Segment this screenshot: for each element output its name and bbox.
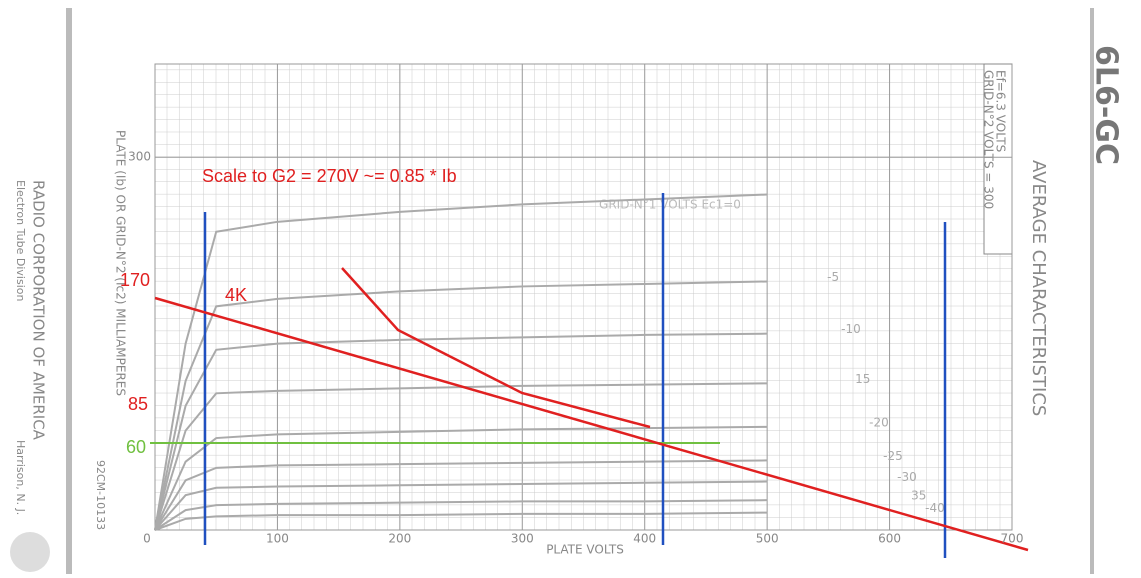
- x-tick-label: 100: [266, 532, 289, 546]
- curve: [154, 280, 768, 531]
- x-tick-label: 500: [756, 532, 779, 546]
- maker-location: Harrison, N. J.: [14, 440, 27, 515]
- page-edge: [1090, 8, 1094, 574]
- curve: [154, 480, 768, 531]
- x-tick-label: 700: [1001, 532, 1024, 546]
- x-tick-label: 600: [878, 532, 901, 546]
- x-tick-label: 200: [388, 532, 411, 546]
- curve-label: -5: [827, 270, 839, 284]
- condition: GRID-N°2 VOLTS = 300: [982, 70, 996, 209]
- curve-label: -25: [883, 449, 903, 463]
- drawing-number: 92CM-10133: [94, 460, 107, 530]
- x-tick-label: 300: [511, 532, 534, 546]
- curve: [154, 425, 768, 531]
- annotation: 60: [126, 437, 146, 457]
- page-edge: [66, 8, 72, 574]
- load-line: [154, 296, 1029, 552]
- annotation: 4K: [225, 285, 247, 305]
- curve-label: -30: [897, 470, 917, 484]
- curve: [154, 332, 768, 531]
- y-tick-label: 300: [128, 150, 151, 164]
- chart-title: AVERAGE CHARACTERISTICS: [1028, 160, 1049, 416]
- curve: [154, 511, 768, 531]
- curve: [154, 382, 768, 531]
- logo: [10, 532, 50, 572]
- curve: [154, 459, 768, 531]
- y-axis-label: PLATE (Ib) OR GRID-N°2 (Ic2) MILLIAMPERE…: [114, 130, 128, 396]
- maker: RADIO CORPORATION OF AMERICA: [30, 180, 48, 441]
- series-title: GRID-N°1 VOLTS Ec1=0: [599, 198, 741, 212]
- curve-label: 35: [911, 489, 926, 503]
- tube-type: 6L6-GC: [1089, 45, 1124, 165]
- curve-label: -10: [841, 322, 861, 336]
- scaled-curve: [341, 267, 651, 429]
- annotation: 170: [120, 270, 150, 290]
- maker-division: Electron Tube Division: [14, 180, 27, 301]
- annotation: 85: [128, 394, 148, 414]
- curve: [154, 499, 768, 531]
- condition: Ef=6.3 VOLTS: [994, 70, 1008, 152]
- curve-label: 15: [855, 372, 870, 386]
- curve-label: -40: [925, 501, 945, 515]
- curve: [154, 193, 768, 531]
- curve-label: -20: [869, 415, 889, 429]
- annotation: Scale to G2 = 270V ~= 0.85 * Ib: [202, 166, 457, 186]
- x-tick-label: 0: [143, 532, 151, 546]
- x-tick-label: 400: [633, 532, 656, 546]
- x-axis-label: PLATE VOLTS: [546, 543, 624, 557]
